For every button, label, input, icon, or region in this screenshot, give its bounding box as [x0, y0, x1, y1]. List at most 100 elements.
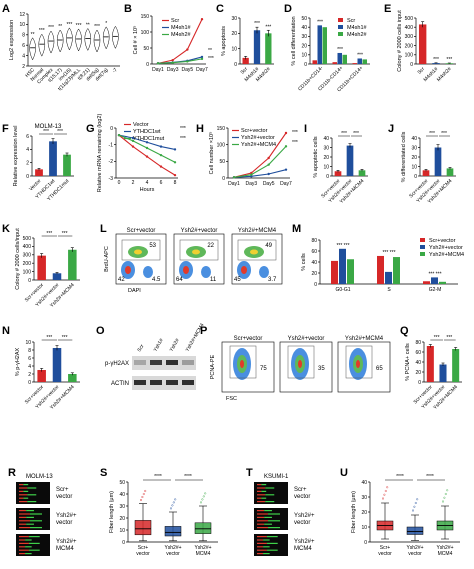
- y-tick-label: 100: [141, 30, 150, 36]
- fiber-red: [19, 497, 24, 499]
- x-tick-label: G0-G1: [335, 287, 350, 293]
- outlier: [141, 496, 144, 499]
- panel-letter-I: I: [304, 123, 307, 135]
- violin: [47, 30, 55, 54]
- sig-stars: ***: [208, 56, 214, 62]
- density-core: [192, 249, 200, 255]
- bar: [265, 33, 272, 64]
- data-point: [156, 62, 160, 65]
- bar: [432, 63, 440, 64]
- y-tick-label: 0: [364, 540, 367, 546]
- outlier: [171, 504, 174, 507]
- fiber-green: [25, 539, 32, 541]
- fiber-green: [26, 510, 34, 512]
- gate-value: 49: [265, 243, 272, 249]
- fiber-red: [257, 510, 265, 512]
- y-tick-label: 8: [28, 348, 31, 354]
- data-point: [267, 172, 270, 176]
- x-tick-label: G2-M: [429, 287, 442, 293]
- y-tick-label: -1: [109, 142, 114, 148]
- fiber-green: [265, 501, 275, 503]
- data-point: [267, 156, 270, 160]
- y-tick-label: 40: [361, 480, 367, 486]
- sig-stars: ***: [446, 57, 452, 63]
- density-core: [240, 360, 244, 368]
- fiber-green: [268, 527, 280, 529]
- panel-letter-B: B: [124, 3, 132, 15]
- x-tick-label: Scr: [417, 66, 427, 76]
- bar: [49, 141, 57, 176]
- density-cloud: [143, 266, 153, 278]
- bar: [352, 63, 357, 64]
- y-axis-label: Cell # × 10⁵: [132, 26, 139, 55]
- fiber-green: [28, 536, 40, 538]
- x-tick-label: Ysh2#+: [164, 545, 181, 551]
- y-tick-label: 500: [405, 16, 414, 22]
- sig-stars: ***: [446, 335, 452, 341]
- x-tick-label: vector: [408, 551, 422, 557]
- density-core: [241, 266, 247, 274]
- fiber-green: [261, 490, 267, 492]
- outlier: [446, 489, 449, 492]
- panel-letter-Q: Q: [400, 325, 409, 337]
- gate: [237, 239, 277, 261]
- y-tick-label: 30: [361, 495, 367, 501]
- y-tick-label: 60: [311, 249, 317, 255]
- fiber-red: [257, 549, 267, 551]
- blot-band: [134, 380, 146, 385]
- y-axis-label: % differentiated cells: [401, 131, 407, 182]
- outlier: [383, 493, 386, 496]
- y-tick-label: 150: [141, 14, 150, 20]
- series-line: [233, 169, 287, 178]
- panel-letter-J: J: [388, 123, 394, 135]
- y-axis-label: Fiber length (μm): [351, 491, 357, 533]
- y-tick-label: 6: [22, 43, 25, 49]
- legend-entry: M4sh1#: [347, 25, 368, 31]
- blot-band: [150, 360, 162, 365]
- series-line: [233, 145, 287, 178]
- data-point: [250, 175, 253, 178]
- blot-band: [150, 380, 162, 385]
- gate: [179, 239, 219, 261]
- y-tick-label: 0: [234, 62, 237, 68]
- panel-letter-C: C: [216, 3, 224, 15]
- fiber-green: [265, 494, 275, 496]
- y-tick-label: 400: [405, 25, 414, 31]
- outlier: [144, 490, 147, 493]
- fiber-green: [266, 536, 278, 538]
- x-tick-label: 6: [160, 180, 163, 186]
- sig-stars: ****: [396, 474, 404, 480]
- y-tick-label: 60: [415, 350, 421, 356]
- y-axis-label: Colony # 2000 cells input: [397, 10, 403, 72]
- gate: [229, 345, 257, 379]
- y-tick-label: 0: [110, 126, 113, 132]
- fiber-green: [266, 549, 278, 551]
- bar: [37, 370, 46, 382]
- blot-band: [166, 380, 178, 385]
- fiber-red: [257, 501, 266, 503]
- x-tick-label: 0: [118, 180, 121, 186]
- x-tick-label: MCM4: [438, 551, 453, 557]
- fiber-green: [26, 523, 34, 525]
- y-tick-label: 40: [119, 492, 125, 498]
- gate-value: 4.5: [152, 277, 161, 283]
- legend-entry: Ysh2#+MCM4: [241, 142, 276, 148]
- row-label: Ysh2#+: [56, 539, 77, 545]
- row-label: Ysh2#+: [294, 513, 315, 519]
- plot-title: Ysh2#+MCM4: [345, 336, 384, 342]
- fiber-red: [257, 523, 265, 525]
- legend-entry: M4sh2#: [347, 32, 368, 38]
- y-tick-label: 40: [323, 136, 329, 142]
- data-point: [131, 139, 135, 143]
- legend-entry: M4sh2#: [171, 32, 192, 38]
- sig-stars: ***: [265, 24, 271, 30]
- y-tick-label: 20: [119, 516, 125, 522]
- outlier: [199, 501, 202, 504]
- x-axis-label: FSC: [226, 396, 237, 402]
